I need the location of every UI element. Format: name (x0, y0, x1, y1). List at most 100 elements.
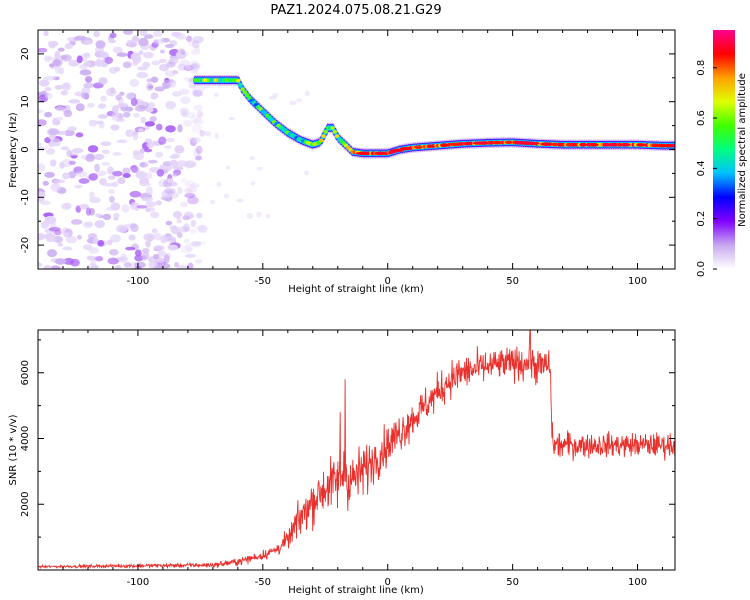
spectrogram-noise-cell (193, 104, 204, 111)
spectrogram-noise-cell (54, 117, 64, 122)
spectrogram-noise-cell (63, 109, 73, 118)
spectrogram-noise-cell (55, 106, 67, 112)
spectrogram-noise-cell (184, 180, 195, 188)
spectrogram-noise-cell (65, 235, 77, 244)
spectrogram-noise-cell (156, 123, 163, 131)
spectrogram-noise-cell (170, 159, 178, 165)
spectrogram-noise-cell (44, 137, 51, 144)
spectrogram-noise-cell (144, 34, 154, 39)
spectrogram-noise-cell (194, 44, 201, 51)
spectrogram-noise-cell (103, 182, 115, 187)
x-tick-label: 0 (385, 577, 391, 588)
spectrogram-noise-cell (68, 160, 76, 165)
spectrogram-noise-cell (178, 88, 190, 95)
spectrogram-noise-cell (154, 86, 165, 92)
spectrogram-noise-cell (156, 250, 167, 258)
spectrogram-noise-cell (180, 178, 187, 183)
spectrogram-noise-cell (158, 63, 169, 72)
spectrogram-noise-cell (54, 51, 61, 60)
spectrogram-noise-cell (112, 152, 122, 156)
spectrogram-noise-cell (75, 132, 84, 138)
spectrogram-noise-cell (44, 111, 53, 118)
spectrogram-noise-cell (78, 178, 90, 184)
spectrogram-noise-cell (80, 92, 90, 99)
spectrogram-noise-cell (68, 99, 81, 104)
snr-x-label: Height of straight line (km) (288, 585, 424, 596)
spectrogram-noise-cell (61, 202, 71, 210)
spectrogram-noise-cell (136, 204, 148, 209)
spectrogram-noise-cell (192, 242, 201, 248)
spectrogram-noise-cell (87, 102, 95, 108)
spectrogram-noise-cell (133, 112, 140, 118)
spectrogram-noise-cell (249, 156, 256, 161)
spectrogram-noise-cell (180, 201, 188, 208)
spectrogram-noise-cell (113, 212, 120, 219)
spectrogram-noise-cell (134, 249, 142, 257)
spectrogram-noise-cell (144, 172, 153, 180)
spectrogram-noise-cell (192, 148, 201, 157)
colorbar-label: Normalized spectral amplitude (737, 73, 748, 227)
spectrogram-ridge-peak (463, 141, 472, 146)
spectrogram-noise-cell (163, 254, 170, 264)
spectrogram-ridge-peak (439, 143, 450, 147)
spectrogram-noise-cell (164, 70, 175, 77)
spectrogram-noise-cell (144, 121, 156, 127)
spectrogram-noise-cell (108, 67, 118, 74)
spectrogram-noise (38, 30, 322, 269)
spectrogram-noise-cell (70, 219, 83, 225)
spectrogram-noise-cell (116, 139, 128, 144)
spectrogram-noise-cell (47, 40, 59, 47)
spectrogram-noise-cell (150, 92, 159, 100)
spectrogram-noise-cell (139, 161, 149, 168)
spectrogram-noise-cell (177, 264, 190, 269)
spectrogram-noise-cell (111, 112, 117, 121)
spectrogram-noise-cell (195, 225, 204, 231)
spectrogram-ridge-peak (390, 148, 405, 153)
spectrogram-noise-cell (133, 152, 145, 161)
spectrogram-noise-cell (64, 43, 73, 50)
spectrogram-noise-cell (183, 76, 190, 82)
spectrogram-noise-cell (172, 91, 182, 97)
spectrogram-noise-cell (195, 259, 203, 264)
spectrogram-noise-cell (46, 237, 57, 243)
spectrogram-noise-cell (84, 76, 93, 83)
spectrogram-noise-cell (76, 55, 83, 64)
spectrogram-noise-cell (194, 156, 203, 161)
spectrogram-noise-cell (139, 30, 148, 37)
spectrogram-ridge-peak (656, 144, 673, 148)
spectrogram-noise-cell (52, 58, 63, 67)
spectrogram-ridge-peak (447, 142, 463, 146)
spectrogram-noise-cell (102, 213, 112, 221)
spectrogram-noise-cell (130, 97, 138, 107)
spectrogram-noise-cell (197, 110, 204, 118)
spectrogram-noise-cell (110, 234, 121, 243)
spectrogram-noise-cell (123, 30, 134, 35)
spectrogram-noise-cell (183, 211, 194, 220)
spectrogram-noise-cell (165, 235, 177, 244)
spectrogram-noise-cell (132, 55, 142, 64)
spectrogram-noise-cell (246, 212, 254, 219)
y-tick-label: 2000 (20, 492, 31, 517)
spectrogram-noise-cell (186, 35, 193, 43)
spectrogram-noise-cell (114, 264, 122, 269)
spectrogram-noise-cell (189, 137, 197, 147)
spectrogram-noise-cell (304, 90, 310, 97)
spectrogram-noise-cell (143, 51, 154, 59)
spectrogram-noise-cell (67, 126, 77, 131)
spectrogram-noise-cell (117, 177, 126, 185)
x-tick-label: -50 (255, 276, 271, 287)
spectrogram-noise-cell (77, 234, 83, 240)
spectrogram-noise-cell (44, 56, 56, 61)
spectrogram-noise-cell (88, 173, 98, 181)
spectrogram-noise-cell (272, 92, 278, 98)
spectrogram-noise-cell (88, 263, 98, 269)
spectrogram-noise-cell (190, 241, 202, 246)
spectrogram-noise-cell (190, 183, 200, 188)
spectrogram-noise-cell (42, 180, 49, 186)
spectrogram-noise-cell (165, 100, 176, 110)
spectrogram-noise-cell (38, 233, 44, 241)
spectrogram-noise-cell (60, 90, 69, 96)
spectrogram-noise-cell (61, 83, 70, 89)
spectrogram-noise-cell (177, 63, 186, 71)
spectrogram-ridge-peak (413, 145, 423, 149)
